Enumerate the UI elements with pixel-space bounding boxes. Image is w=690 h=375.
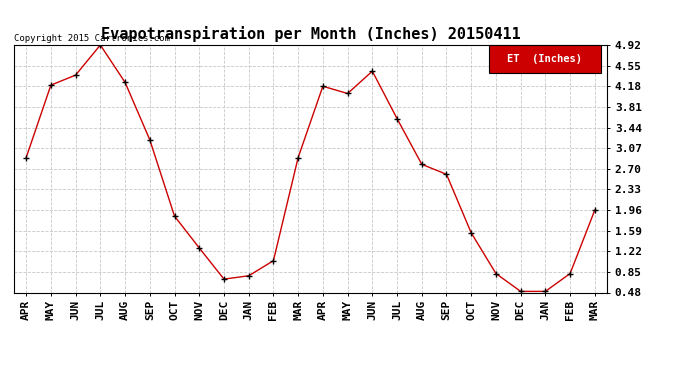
- FancyBboxPatch shape: [489, 45, 601, 74]
- Text: Copyright 2015 Cartronics.com: Copyright 2015 Cartronics.com: [14, 34, 170, 43]
- Text: ET  (Inches): ET (Inches): [507, 54, 582, 64]
- Title: Evapotranspiration per Month (Inches) 20150411: Evapotranspiration per Month (Inches) 20…: [101, 27, 520, 42]
